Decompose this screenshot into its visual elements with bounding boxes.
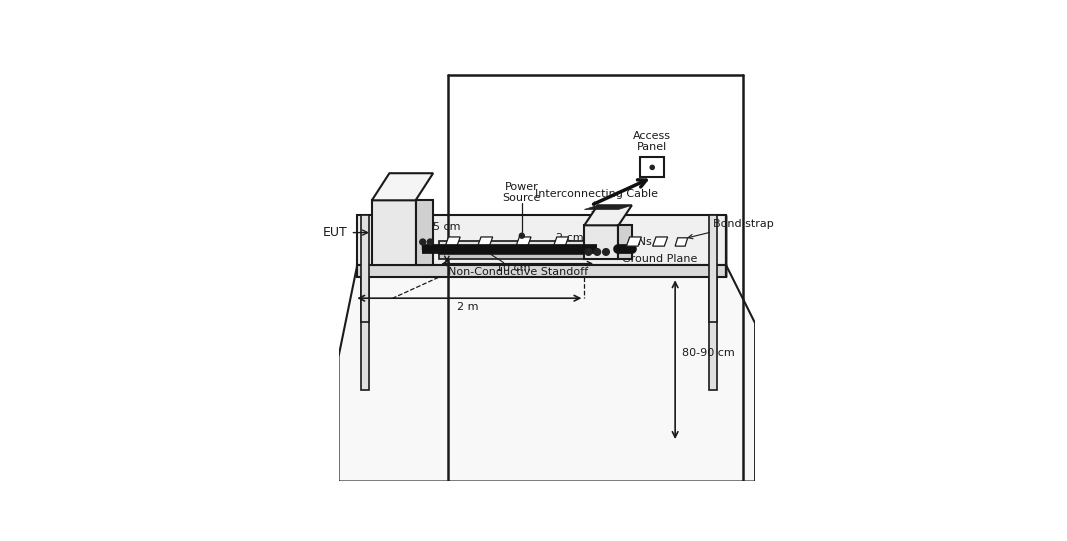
Polygon shape (439, 241, 596, 254)
Text: 5 cm: 5 cm (433, 222, 461, 232)
Bar (640, 157, 665, 177)
Polygon shape (416, 200, 433, 265)
Polygon shape (675, 238, 687, 246)
Text: 80-90 cm: 80-90 cm (682, 348, 735, 358)
Polygon shape (619, 225, 632, 260)
Text: Access
Panel: Access Panel (633, 131, 671, 153)
Polygon shape (554, 237, 569, 246)
Text: Power
Source: Power Source (503, 182, 541, 203)
Text: 2 m: 2 m (457, 301, 478, 312)
Polygon shape (653, 237, 668, 246)
Polygon shape (516, 237, 531, 246)
Circle shape (427, 239, 433, 245)
Polygon shape (362, 278, 369, 390)
Polygon shape (445, 237, 460, 246)
Circle shape (520, 233, 524, 238)
Polygon shape (585, 205, 632, 225)
Polygon shape (439, 254, 596, 259)
Polygon shape (626, 237, 641, 246)
Polygon shape (372, 200, 416, 265)
Text: Ground Plane: Ground Plane (622, 254, 697, 264)
Polygon shape (338, 265, 755, 481)
Polygon shape (357, 265, 726, 278)
Text: Non-Conductive Standoff: Non-Conductive Standoff (448, 247, 588, 277)
Polygon shape (710, 278, 717, 390)
Circle shape (650, 166, 654, 169)
Polygon shape (585, 225, 619, 260)
Polygon shape (710, 215, 717, 322)
Polygon shape (478, 237, 493, 246)
Text: Interconnecting Cable: Interconnecting Cable (536, 189, 658, 199)
Text: Bond strap: Bond strap (688, 219, 775, 239)
Text: 10 cm: 10 cm (496, 263, 530, 273)
Polygon shape (362, 215, 369, 322)
Text: EUT: EUT (323, 226, 367, 239)
Text: LISNs: LISNs (614, 237, 653, 247)
Circle shape (603, 249, 609, 255)
Polygon shape (585, 205, 632, 209)
Text: 2 cm: 2 cm (556, 233, 584, 243)
Circle shape (585, 249, 592, 255)
Circle shape (419, 239, 426, 245)
Circle shape (594, 249, 601, 255)
Polygon shape (372, 173, 433, 200)
Polygon shape (357, 215, 726, 265)
